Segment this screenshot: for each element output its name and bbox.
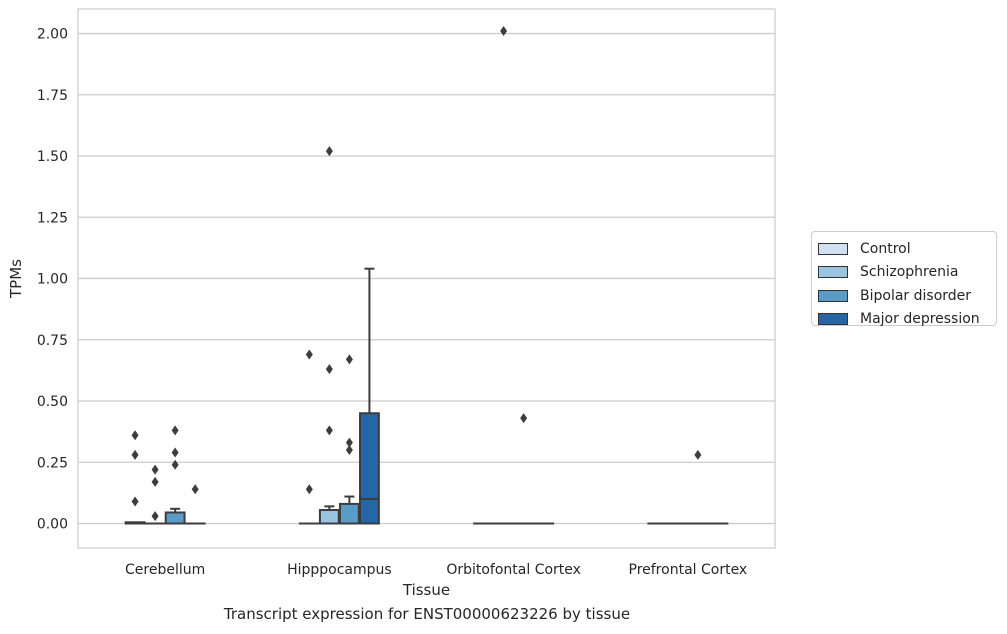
- legend: Control Schizophrenia Bipolar disorder Majo…: [811, 231, 997, 327]
- y-tick-label: 1.50: [37, 149, 68, 165]
- y-tick-label: 0.00: [37, 517, 68, 533]
- outlier-point: [325, 146, 333, 157]
- outlier-point: [171, 447, 179, 458]
- box-schizophrenia: [144, 464, 166, 525]
- legend-label: Control: [860, 240, 911, 257]
- legend-label: Schizophrenia: [860, 264, 959, 281]
- outlier-point: [151, 476, 159, 487]
- legend-swatch: [818, 313, 848, 326]
- y-tick-label: 0.50: [37, 394, 68, 410]
- x-axis-ticks: Cerebellum Hipppocampus Orbitofontal Corte…: [125, 562, 747, 578]
- outlier-point: [345, 354, 353, 365]
- box-body: [338, 502, 360, 525]
- legend-item: Control: [818, 237, 996, 261]
- box-control: [124, 430, 146, 525]
- outlier-point: [520, 413, 528, 424]
- box-groups: [124, 26, 729, 525]
- box-major-depression: [359, 267, 380, 525]
- box-bipolar-disorder: [338, 354, 360, 525]
- outlier-point: [171, 459, 179, 470]
- outlier-point: [171, 425, 179, 436]
- box-major-depression: [184, 484, 206, 525]
- outlier-point: [325, 425, 333, 436]
- legend-item: Schizophrenia: [818, 261, 996, 285]
- box-bipolar-disorder: [164, 425, 186, 525]
- outlier-point: [694, 449, 702, 460]
- box-body: [318, 509, 340, 525]
- outlier-point: [151, 464, 159, 475]
- plot-frame: [77, 8, 776, 549]
- box-bipolar-disorder: [687, 449, 709, 525]
- x-tick-label: Prefrontal Cortex: [629, 562, 748, 578]
- x-tick-label: Cerebellum: [125, 562, 205, 578]
- x-axis-title: Tissue: [402, 581, 450, 599]
- outlier-point: [325, 364, 333, 375]
- box-schizophrenia: [493, 26, 515, 525]
- y-tick-label: 1.75: [37, 88, 68, 104]
- outlier-point: [500, 26, 508, 37]
- box-body: [359, 412, 380, 525]
- outlier-point: [151, 511, 159, 522]
- box-body: [164, 511, 186, 525]
- box-bipolar-disorder: [513, 413, 535, 525]
- y-tick-label: 0.75: [37, 333, 68, 349]
- legend-label: Major depression: [860, 311, 980, 328]
- outlier-point: [131, 496, 139, 507]
- x-tick-label: Hipppocampus: [287, 562, 392, 578]
- outlier-point: [131, 449, 139, 460]
- figure-caption: Transcript expression for ENST0000062322…: [223, 605, 631, 623]
- outlier-point: [345, 437, 353, 448]
- y-tick-label: 1.00: [37, 272, 68, 288]
- legend-swatch: [818, 289, 848, 302]
- outlier-point: [305, 349, 313, 360]
- x-tick-label: Orbitofontal Cortex: [446, 562, 581, 578]
- legend-swatch: [818, 266, 848, 279]
- box-schizophrenia: [318, 146, 340, 525]
- legend-label: Bipolar disorder: [860, 287, 972, 304]
- outlier-point: [131, 430, 139, 441]
- y-tick-label: 1.25: [37, 210, 68, 226]
- legend-swatch: [818, 242, 848, 255]
- legend-item: Major depression: [818, 308, 996, 332]
- grid-lines: [78, 32, 775, 525]
- legend-item: Bipolar disorder: [818, 284, 996, 308]
- y-tick-label: 2.00: [37, 27, 68, 43]
- y-axis-title: TPMs: [7, 259, 25, 299]
- y-tick-label: 0.25: [37, 455, 68, 471]
- box-control: [298, 349, 320, 525]
- outlier-point: [345, 445, 353, 455]
- y-axis-ticks: 0.00 0.25 0.50 0.75 1.00 1.25 1.50 1.75 2.00: [37, 27, 68, 533]
- outlier-point: [305, 484, 313, 495]
- outlier-point: [191, 484, 199, 495]
